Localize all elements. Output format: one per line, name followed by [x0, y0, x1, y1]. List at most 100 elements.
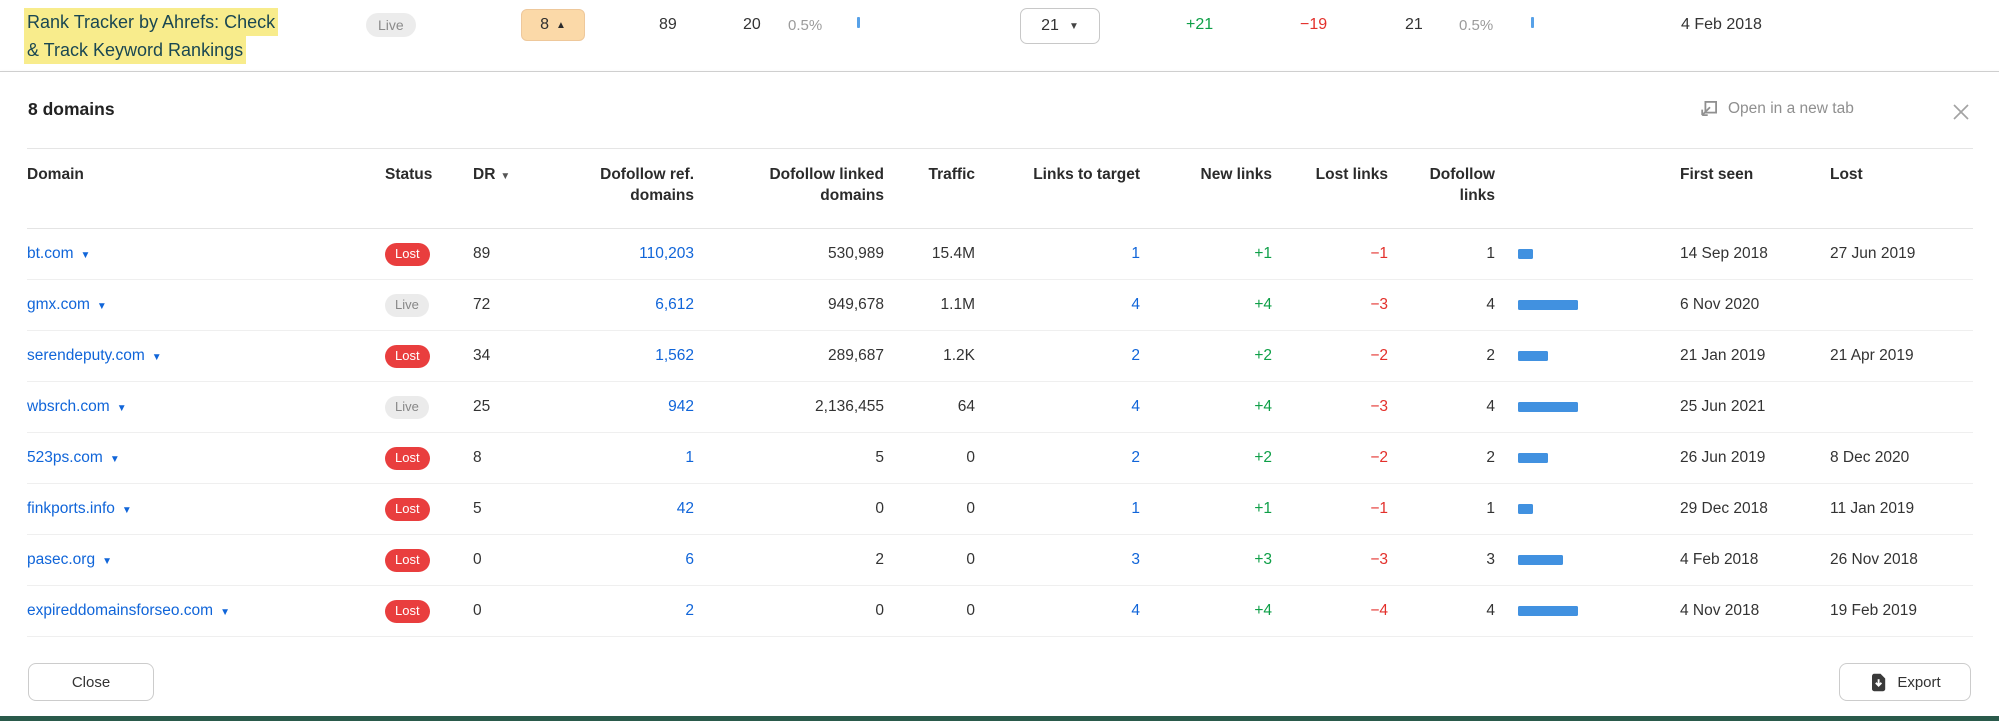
first-seen-date: 4 Feb 2018: [1681, 16, 1762, 33]
chevron-down-icon[interactable]: ▼: [116, 403, 127, 414]
links-to-target-link[interactable]: 4: [1131, 602, 1140, 619]
chevron-down-icon[interactable]: ▼: [151, 352, 162, 363]
export-button[interactable]: Export: [1839, 663, 1971, 701]
open-in-new-tab-button[interactable]: Open in a new tab: [1700, 99, 1854, 118]
links-to-target-link[interactable]: 1: [1131, 500, 1140, 517]
dr-value: 25: [473, 398, 491, 415]
dofollow-ref-domains-link[interactable]: 2: [685, 602, 694, 619]
col-header-status[interactable]: Status: [385, 148, 470, 229]
lost-cell: 26 Nov 2018: [1815, 534, 1973, 586]
domain-link[interactable]: gmx.com: [27, 296, 90, 313]
dr-cell: 89: [470, 228, 569, 280]
domain-link[interactable]: 523ps.com: [27, 449, 103, 466]
status-badge: Lost: [385, 548, 430, 572]
dofollow-links-value: 1: [1486, 500, 1495, 517]
lost-value: 8 Dec 2020: [1830, 449, 1910, 466]
lost-cell: 19 Feb 2019: [1815, 585, 1973, 637]
links-to-target-cell: 4: [975, 381, 1140, 433]
chevron-down-icon[interactable]: ▼: [96, 301, 107, 312]
dofollow-ref-domains-link[interactable]: 1: [685, 449, 694, 466]
links-to-target-link[interactable]: 4: [1131, 398, 1140, 415]
col-header-dofollow-ref-domains[interactable]: Dofollow ref. domains: [569, 148, 694, 229]
caret-up-icon: ▲: [556, 19, 566, 31]
count-dropdown[interactable]: 21 ▼: [1020, 8, 1100, 44]
first-seen-value: 25 Jun 2021: [1680, 398, 1766, 415]
close-modal-x-button[interactable]: [1949, 100, 1973, 124]
status-cell: Lost: [385, 228, 470, 280]
chevron-down-icon[interactable]: ▼: [121, 505, 132, 516]
dofollow-links-value: 1: [1486, 245, 1495, 262]
traffic-cell: 1.2K: [884, 330, 975, 382]
traffic-cell: 0: [884, 483, 975, 535]
links-to-target-link[interactable]: 2: [1131, 347, 1140, 364]
col-header-dofollow-links[interactable]: Dofollow links: [1388, 148, 1495, 229]
domain-link[interactable]: serendeputy.com: [27, 347, 145, 364]
domain-link[interactable]: expireddomainsforseo.com: [27, 602, 214, 619]
col-header-lost[interactable]: Lost: [1815, 148, 1973, 229]
traffic-value: 1.1M: [940, 296, 975, 313]
links-to-target-cell: 1: [975, 483, 1140, 535]
col-header-first-seen[interactable]: First seen: [1655, 148, 1815, 229]
dr-cell: 5: [470, 483, 569, 535]
dofollow-ref-domains-link[interactable]: 1,562: [655, 347, 694, 364]
domain-cell: expireddomainsforseo.com ▼: [27, 585, 385, 637]
table-row: finkports.info ▼ Lost 5 42 0 0 1 +1 −1 1 29 Dec 201…: [27, 483, 1973, 535]
col-header-new-links[interactable]: New links: [1140, 148, 1272, 229]
new-links-cell: +2: [1140, 432, 1272, 484]
lost-value: 21 Apr 2019: [1830, 347, 1914, 364]
domain-link[interactable]: wbsrch.com: [27, 398, 110, 415]
dofollow-ref-domains-cell: 6: [569, 534, 694, 586]
new-links-value: +2: [1254, 347, 1272, 364]
lost-cell: [1815, 279, 1973, 331]
dr-value: 0: [473, 602, 482, 619]
close-button[interactable]: Close: [28, 663, 154, 701]
domain-link[interactable]: pasec.org: [27, 551, 96, 568]
dofollow-ref-domains-link[interactable]: 110,203: [639, 245, 694, 262]
col-header-domain[interactable]: Domain: [27, 148, 385, 229]
chevron-down-icon[interactable]: ▼: [80, 250, 91, 261]
domain-link[interactable]: bt.com: [27, 245, 74, 262]
keyword-title-link[interactable]: Rank Tracker by Ahrefs: Check & Track Ke…: [24, 8, 279, 64]
dr-cell: 34: [470, 330, 569, 382]
links-to-target-link[interactable]: 3: [1131, 551, 1140, 568]
chevron-down-icon[interactable]: ▼: [102, 556, 112, 567]
chevron-down-icon[interactable]: ▼: [220, 607, 230, 618]
dofollow-ref-domains-link[interactable]: 42: [676, 500, 694, 517]
chevron-down-icon[interactable]: ▼: [109, 454, 120, 465]
modal-title: 8 domains: [28, 99, 115, 119]
new-links-cell: +2: [1140, 330, 1272, 382]
dr-value: 0: [473, 551, 482, 568]
bar-cell: [1495, 432, 1655, 484]
col-header-lost-links[interactable]: Lost links: [1272, 148, 1388, 229]
domains-table-body: bt.com ▼ Lost 89 110,203 530,989 15.4M 1 +1 −1 1 14…: [27, 228, 1973, 637]
dr-value: 89: [473, 245, 491, 262]
status-badge: Lost: [385, 446, 430, 470]
modal-top-divider: [0, 71, 1999, 72]
dofollow-linked-domains-value: 530,989: [827, 245, 884, 262]
domain-cell: gmx.com ▼: [27, 279, 385, 331]
table-row: pasec.org ▼ Lost 0 6 2 0 3 +3 −3 3 4 Feb 2018 26 Nov…: [27, 534, 1973, 586]
lost-links-total: −19: [1300, 16, 1328, 33]
new-links-value: +3: [1254, 551, 1272, 568]
col-header-dofollow-linked-domains[interactable]: Dofollow linked domains: [694, 148, 884, 229]
new-links-cell: +4: [1140, 585, 1272, 637]
col-header-traffic[interactable]: Traffic: [884, 148, 975, 229]
dofollow-links-cell: 1: [1388, 228, 1495, 280]
dofollow-ref-domains-link[interactable]: 6: [685, 551, 694, 568]
dr-cell: 72: [470, 279, 569, 331]
domains-table-container: Domain Status DR ▼ Dofollow ref. domains …: [27, 148, 1973, 637]
dofollow-ref-domains-link[interactable]: 942: [668, 398, 694, 415]
dofollow-links-bar: [1518, 606, 1578, 616]
position-change-box[interactable]: 8 ▲: [521, 9, 585, 41]
links-to-target-link[interactable]: 2: [1131, 449, 1140, 466]
col-header-links-to-target[interactable]: Links to target: [975, 148, 1140, 229]
dofollow-links-value: 2: [1486, 449, 1495, 466]
metric-value-2: 20: [743, 16, 761, 33]
links-to-target-link[interactable]: 1: [1131, 245, 1140, 262]
col-header-dr[interactable]: DR ▼: [470, 148, 569, 229]
status-cell: Lost: [385, 432, 470, 484]
domain-link[interactable]: finkports.info: [27, 500, 115, 517]
dofollow-links-bar: [1518, 453, 1548, 463]
dofollow-ref-domains-link[interactable]: 6,612: [655, 296, 694, 313]
links-to-target-link[interactable]: 4: [1131, 296, 1140, 313]
